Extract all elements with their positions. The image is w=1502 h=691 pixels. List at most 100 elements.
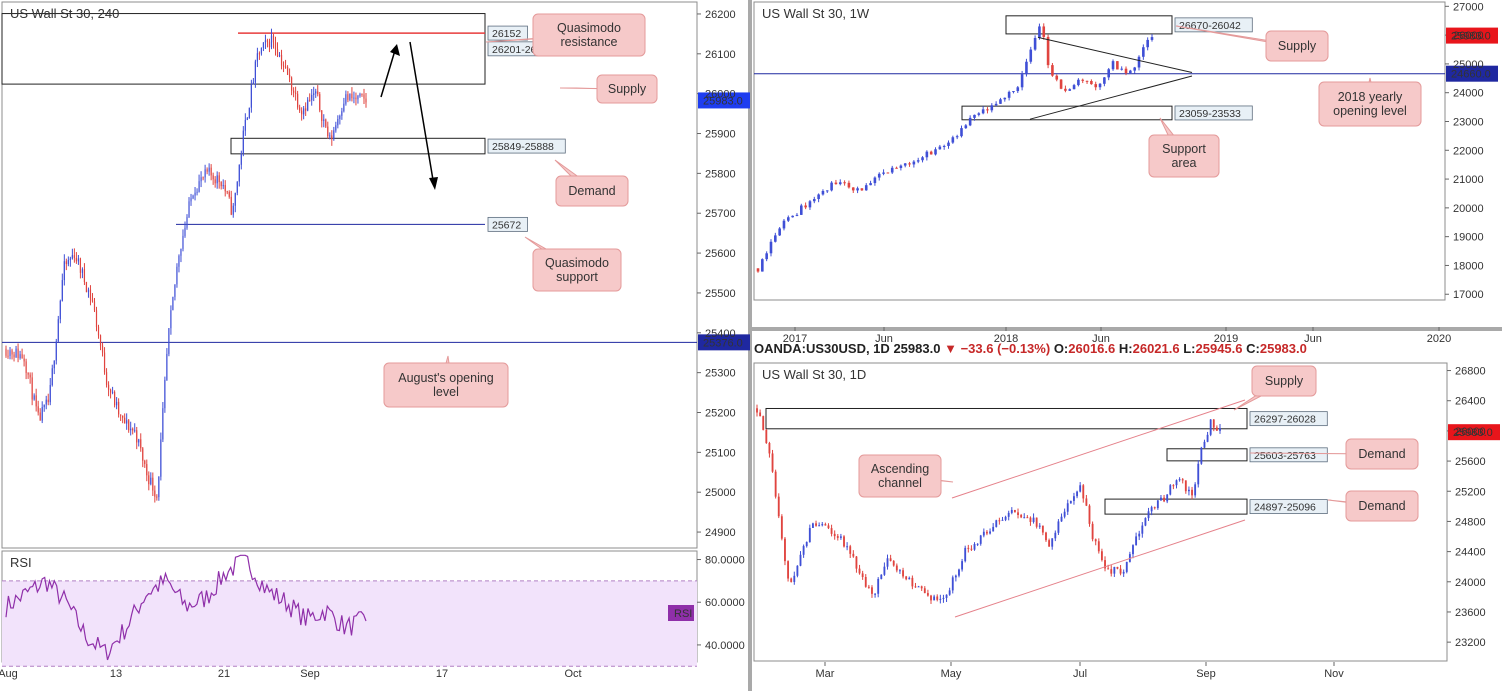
d1-candle-body: [976, 543, 979, 545]
d1-candle-body: [1079, 485, 1082, 492]
d1-candle-body: [933, 596, 936, 601]
h4-candle-body: [140, 439, 142, 449]
h4-candle-body: [39, 412, 41, 421]
h4-candle-body: [311, 94, 313, 101]
d1-zone-label-box: [1249, 411, 1328, 427]
rsi-y-tick-label: 80.0000: [705, 555, 745, 567]
h4-candle-body: [63, 261, 65, 281]
h4-candle-body: [67, 259, 69, 265]
d1-callout-demand-upper-text: Demand: [1358, 447, 1405, 461]
h4-candle-body: [35, 395, 37, 407]
d1-candle-body: [986, 531, 988, 534]
h4-candle-body: [23, 358, 25, 362]
h4-zone-supply: [1, 13, 486, 85]
d1-candle-body: [1013, 509, 1016, 513]
h4-callout-quasimodo-resistance-text: Quasimodo: [557, 21, 621, 35]
d1-candle-body: [861, 573, 864, 577]
d1-candle-body: [799, 554, 802, 566]
d1-candle-body: [843, 536, 845, 547]
d1-y-tick-label: 24800: [1455, 516, 1486, 528]
w1-candle-body: [981, 109, 985, 114]
h4-candle-body: [297, 93, 299, 108]
h4-callout-quasimodo-support-box: [532, 248, 622, 292]
rsi-line: [5, 554, 367, 661]
h4-x-tick-label: Oct: [564, 668, 581, 680]
d1-candle-body: [936, 596, 939, 600]
d1-x-tick-label: Jul: [1073, 668, 1087, 680]
d1-candle-body: [765, 429, 768, 444]
last-price-value: 25983.0: [893, 341, 941, 356]
h4-candle-body: [83, 269, 86, 282]
w1-candle-body: [990, 105, 994, 111]
d1-zone-demand: [1104, 498, 1248, 515]
w1-candle-body: [830, 182, 833, 191]
h4-candle-body: [192, 195, 194, 199]
h4-candle-body: [122, 415, 124, 418]
d1-candle-body: [1020, 514, 1023, 518]
d1-candle-body: [1181, 479, 1184, 481]
h4-y-tick-label: 25500: [705, 288, 736, 300]
d1-candle-body: [824, 524, 827, 526]
d1-candle-body: [1038, 525, 1041, 527]
w1-level-price-tag: [1446, 65, 1498, 82]
d1-candle-body: [812, 523, 814, 528]
h4-y-tick-label: 25700: [705, 208, 736, 220]
w1-candle-body: [1020, 74, 1024, 88]
w1-title: US Wall St 30, 1W: [762, 6, 870, 21]
h4-candle-body: [313, 93, 315, 95]
w1-candle-body: [856, 188, 859, 191]
w1-x-tick-label: 2017: [783, 333, 807, 345]
d1-candle-body: [1076, 491, 1078, 497]
h4-candle-body: [188, 201, 190, 218]
d1-candle-body: [771, 453, 774, 472]
d1-candle-body: [1010, 509, 1013, 513]
h4-candle-body: [220, 182, 222, 187]
w1-zone-support-area: [961, 105, 1173, 121]
h4-candle-body: [184, 227, 186, 236]
h4-candle-body: [212, 175, 214, 180]
d1-candle-body: [877, 578, 880, 594]
open-label: O:: [1053, 341, 1069, 356]
h4-candle-body: [146, 464, 148, 476]
d1-candle-body: [1057, 521, 1060, 533]
h4-candle-body: [246, 118, 248, 120]
d1-candle-body: [846, 546, 849, 548]
rsi-title: RSI: [10, 555, 32, 570]
d1-candle-body: [951, 577, 954, 591]
h4-candle-body: [230, 196, 232, 215]
w1-zone-label: 26670-26042: [1179, 20, 1241, 32]
w1-candle-body: [1146, 39, 1149, 48]
d1-candle-body: [989, 531, 991, 534]
h4-candle-body: [142, 448, 144, 461]
h4-candle-body: [256, 53, 258, 62]
w1-candle-body: [1077, 79, 1080, 86]
h4-candle-body: [248, 107, 250, 119]
d1-candle-body: [1026, 517, 1029, 519]
h4-candle-body: [59, 300, 61, 320]
d1-candle-body: [958, 569, 960, 576]
d1-candle-body: [1138, 533, 1141, 537]
d1-candle-body: [1069, 500, 1072, 504]
high-value: 26021.6: [1132, 341, 1180, 356]
w1-y-tick-label: 22000: [1453, 145, 1484, 157]
h4-candle-body: [347, 94, 349, 100]
d1-candle-body: [1187, 489, 1190, 492]
d1-candle-body: [827, 525, 830, 529]
h4-candle-body: [335, 125, 337, 131]
d1-candle-body: [1147, 511, 1150, 519]
h4-candle-body: [284, 66, 287, 68]
w1-y-tick-label: 17000: [1453, 289, 1484, 301]
d1-panel: [753, 362, 1500, 666]
w1-candle-body: [947, 142, 950, 146]
d1-candle-body: [908, 577, 911, 580]
d1-candle-body: [1206, 434, 1209, 442]
d1-zone-supply: [765, 407, 1248, 430]
h4-candle-body: [280, 54, 283, 66]
d1-candle-body: [930, 595, 932, 601]
w1-callout-support-area-box: [1148, 134, 1220, 178]
h4-level-label-box: [487, 216, 528, 232]
w1-candle-body: [1068, 89, 1072, 91]
d1-candle-body: [759, 412, 762, 417]
